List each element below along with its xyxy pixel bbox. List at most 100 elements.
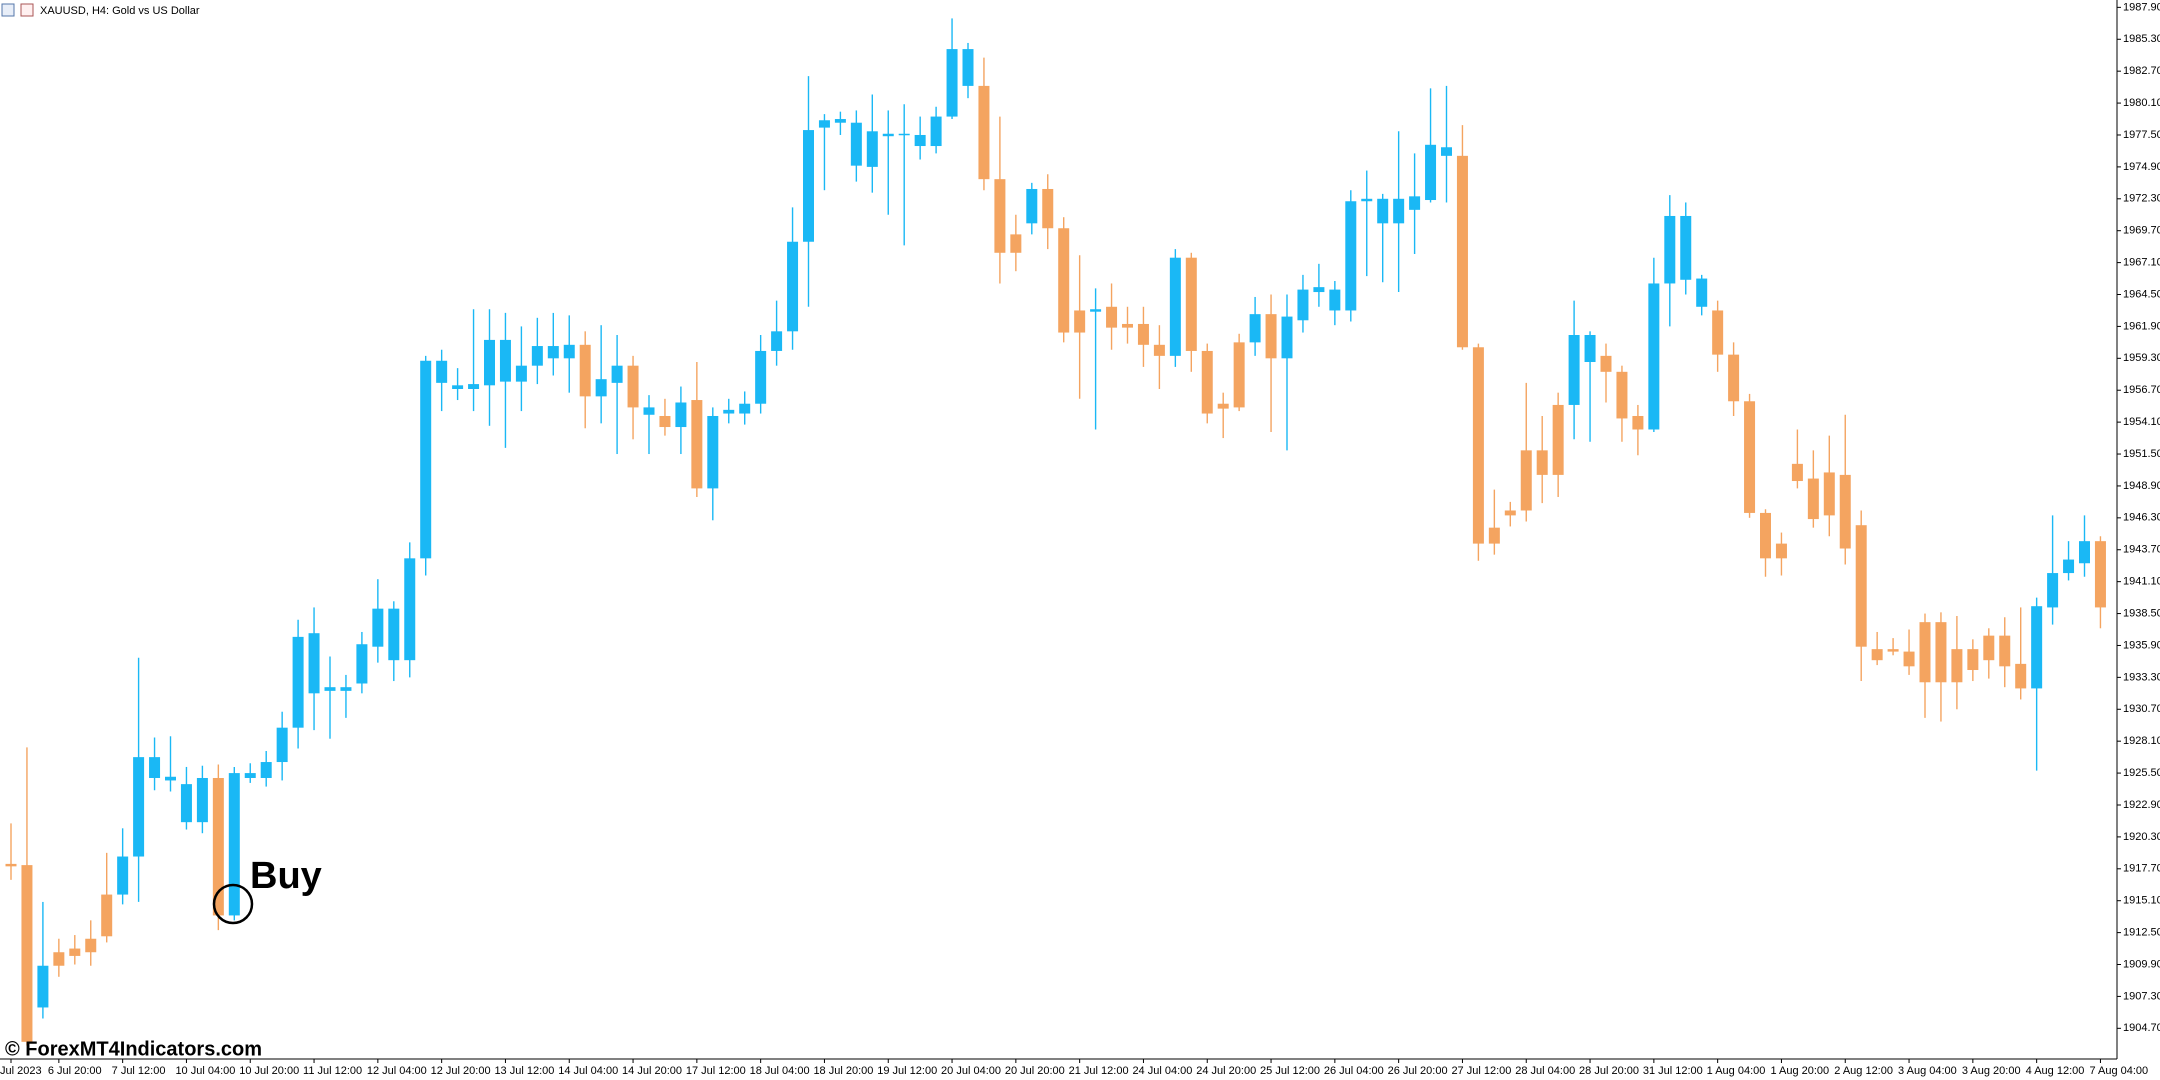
x-tick-label: 3 Aug 04:00 (1898, 1065, 1957, 1077)
y-tick-label: 1920.30 (2123, 831, 2160, 843)
y-tick-label: 1951.50 (2123, 448, 2160, 460)
chart-title: XAUUSD, H4: Gold vs US Dollar (40, 5, 200, 17)
candle-body (1265, 314, 1277, 359)
candle-body (1744, 401, 1756, 513)
candle-body (563, 344, 575, 359)
candle-body (1520, 450, 1532, 511)
candle-body (1233, 342, 1245, 408)
candle-body (1456, 155, 1468, 348)
candle-body (866, 131, 878, 167)
candle-body (133, 757, 145, 857)
y-tick-label: 1967.10 (2123, 257, 2160, 269)
chart-icon (1, 3, 15, 17)
candle-body (803, 130, 814, 242)
candle-body (978, 85, 990, 180)
candle-body (1106, 306, 1118, 328)
y-tick-label: 1956.70 (2123, 384, 2160, 396)
candle-body (2079, 541, 2090, 564)
candle-body (1664, 215, 1676, 284)
candle-body (1137, 323, 1149, 345)
candle-body (1983, 635, 1995, 661)
candle-body (420, 360, 432, 559)
candle-body (372, 608, 384, 647)
x-tick-label: 28 Jul 20:00 (1579, 1065, 1639, 1077)
candle-body (1728, 354, 1740, 402)
candle-body (1616, 371, 1628, 419)
candle-body (723, 409, 735, 414)
candle-body (1632, 415, 1644, 430)
candle-body (468, 384, 480, 389)
candle-body (21, 865, 33, 1042)
candle-body (611, 365, 623, 383)
candle-body (1887, 649, 1899, 652)
candle-body (5, 863, 17, 867)
candle-body (1010, 234, 1022, 253)
x-tick-label: 28 Jul 04:00 (1515, 1065, 1575, 1077)
x-tick-label: 17 Jul 12:00 (686, 1065, 746, 1077)
y-tick-label: 1943.70 (2123, 544, 2160, 556)
candle-body (1504, 510, 1516, 516)
candle-body (1999, 635, 2011, 667)
x-tick-label: 19 Jul 12:00 (877, 1065, 937, 1077)
y-tick-label: 1964.50 (2123, 288, 2160, 300)
y-tick-label: 1922.90 (2123, 799, 2160, 811)
candles (5, 18, 2106, 1046)
candle-body (1775, 543, 1787, 559)
y-tick-label: 1907.30 (2123, 990, 2160, 1002)
candle-body (1249, 314, 1261, 343)
candle-body (1090, 309, 1102, 312)
y-tick-label: 1917.70 (2123, 863, 2160, 875)
y-tick-label: 1928.10 (2123, 735, 2160, 747)
candle-body (1552, 404, 1564, 475)
candle-body (707, 415, 719, 489)
candle-body (1058, 228, 1070, 333)
candle-body (2047, 573, 2059, 608)
y-tick-label: 1933.30 (2123, 671, 2160, 683)
watermark: © ForexMT4Indicators.com (5, 1038, 262, 1060)
y-tick-label: 1915.10 (2123, 895, 2160, 907)
candle-body (1329, 289, 1341, 311)
x-tick-label: 24 Jul 20:00 (1196, 1065, 1256, 1077)
candle-body (1823, 472, 1835, 516)
candle-body (308, 633, 320, 694)
y-tick-label: 1987.90 (2123, 1, 2160, 13)
candle-body (1696, 278, 1708, 307)
candle-body (1201, 350, 1213, 414)
candle-body (484, 339, 495, 386)
candle-body (515, 365, 527, 382)
x-tick-label: Jul 2023 (0, 1065, 42, 1077)
candle-body (1791, 463, 1803, 482)
candle-body (452, 385, 464, 389)
x-tick-label: 31 Jul 12:00 (1643, 1065, 1703, 1077)
y-tick-label: 1941.10 (2123, 576, 2160, 588)
candle-body (1074, 310, 1086, 333)
candle-body (994, 179, 1006, 253)
x-tick-label: 2 Aug 12:00 (1834, 1065, 1893, 1077)
candle-body (579, 344, 591, 397)
y-tick-label: 1961.90 (2123, 320, 2160, 332)
candle-body (1855, 525, 1867, 647)
x-tick-label: 26 Jul 04:00 (1324, 1065, 1384, 1077)
candle-body (771, 331, 783, 351)
candle-body (787, 241, 799, 332)
y-tick-label: 1930.70 (2123, 703, 2160, 715)
candle-body (946, 49, 958, 117)
candle-body (1281, 316, 1293, 359)
candle-body (1919, 622, 1931, 683)
y-tick-label: 1925.50 (2123, 767, 2160, 779)
x-tick-label: 27 Jul 12:00 (1451, 1065, 1511, 1077)
y-tick-label: 1909.90 (2123, 958, 2160, 970)
x-tick-label: 12 Jul 04:00 (367, 1065, 427, 1077)
candle-body (85, 938, 97, 953)
x-tick-label: 25 Jul 12:00 (1260, 1065, 1320, 1077)
x-tick-label: 18 Jul 20:00 (813, 1065, 873, 1077)
chart-icon (20, 3, 34, 17)
candle-body (1425, 144, 1437, 201)
x-tick-label: 3 Aug 20:00 (1962, 1065, 2021, 1077)
x-tick-label: 14 Jul 04:00 (558, 1065, 618, 1077)
y-tick-label: 1974.90 (2123, 161, 2160, 173)
y-tick-label: 1980.10 (2123, 97, 2160, 109)
candle-body (627, 365, 639, 408)
candle-body (1951, 649, 1963, 683)
candle-body (69, 948, 81, 956)
